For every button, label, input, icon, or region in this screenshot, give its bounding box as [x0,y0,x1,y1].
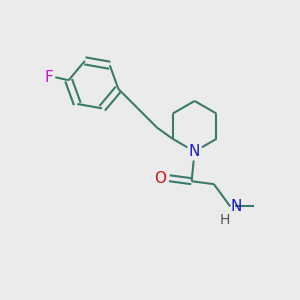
Text: N: N [189,144,200,159]
Text: O: O [154,171,166,186]
Text: H: H [220,213,230,227]
Text: N: N [230,199,242,214]
Text: F: F [44,70,53,85]
